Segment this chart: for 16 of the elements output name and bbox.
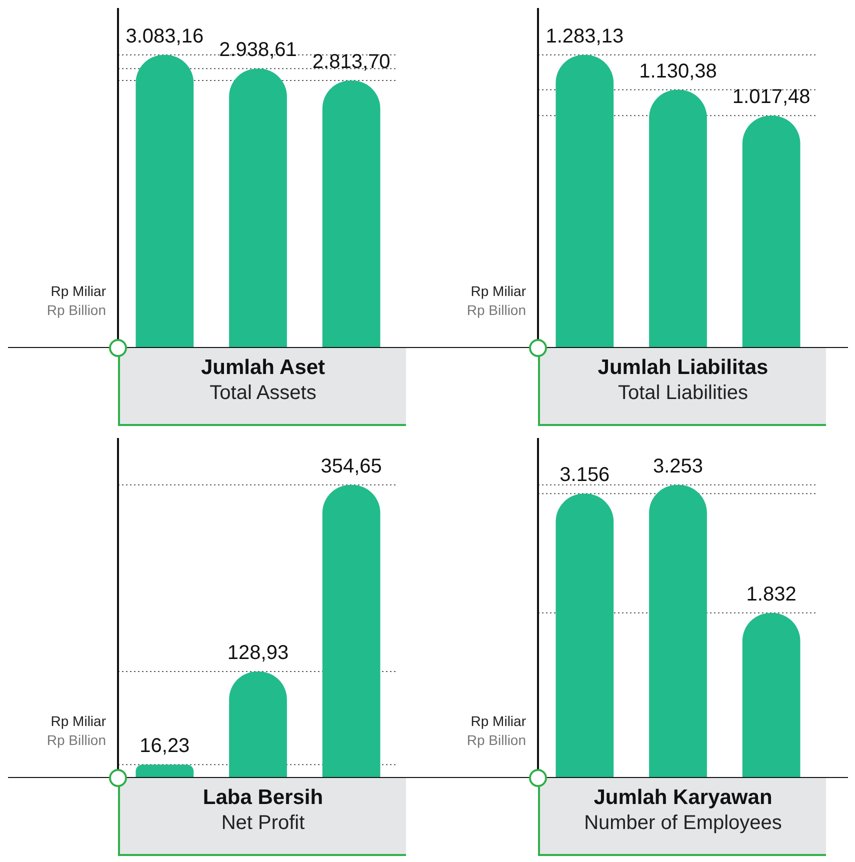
data-label: 354,65 xyxy=(320,455,382,478)
data-label: 1.832 xyxy=(746,583,796,606)
data-label: 3.156 xyxy=(560,464,610,486)
data-label: 2.813,70 xyxy=(312,51,390,74)
data-label: 128,93 xyxy=(227,642,289,664)
y-axis-title: Rp Miliar Rp Billion xyxy=(46,282,106,320)
data-label: 1.017,48 xyxy=(732,86,810,108)
y-axis-title: Rp Miliar Rp Billion xyxy=(466,282,526,320)
data-label: 2.938,61 xyxy=(219,39,297,62)
data-label: 1.283,13 xyxy=(546,25,624,48)
y-axis-title: Rp Miliar Rp Billion xyxy=(46,712,106,750)
data-label: 16,23 xyxy=(140,735,190,758)
y-axis-title: Rp Miliar Rp Billion xyxy=(466,712,526,750)
data-label: 3.253 xyxy=(652,455,704,478)
data-label: 1.130,38 xyxy=(639,60,717,82)
data-label: 3.083,16 xyxy=(126,25,204,48)
